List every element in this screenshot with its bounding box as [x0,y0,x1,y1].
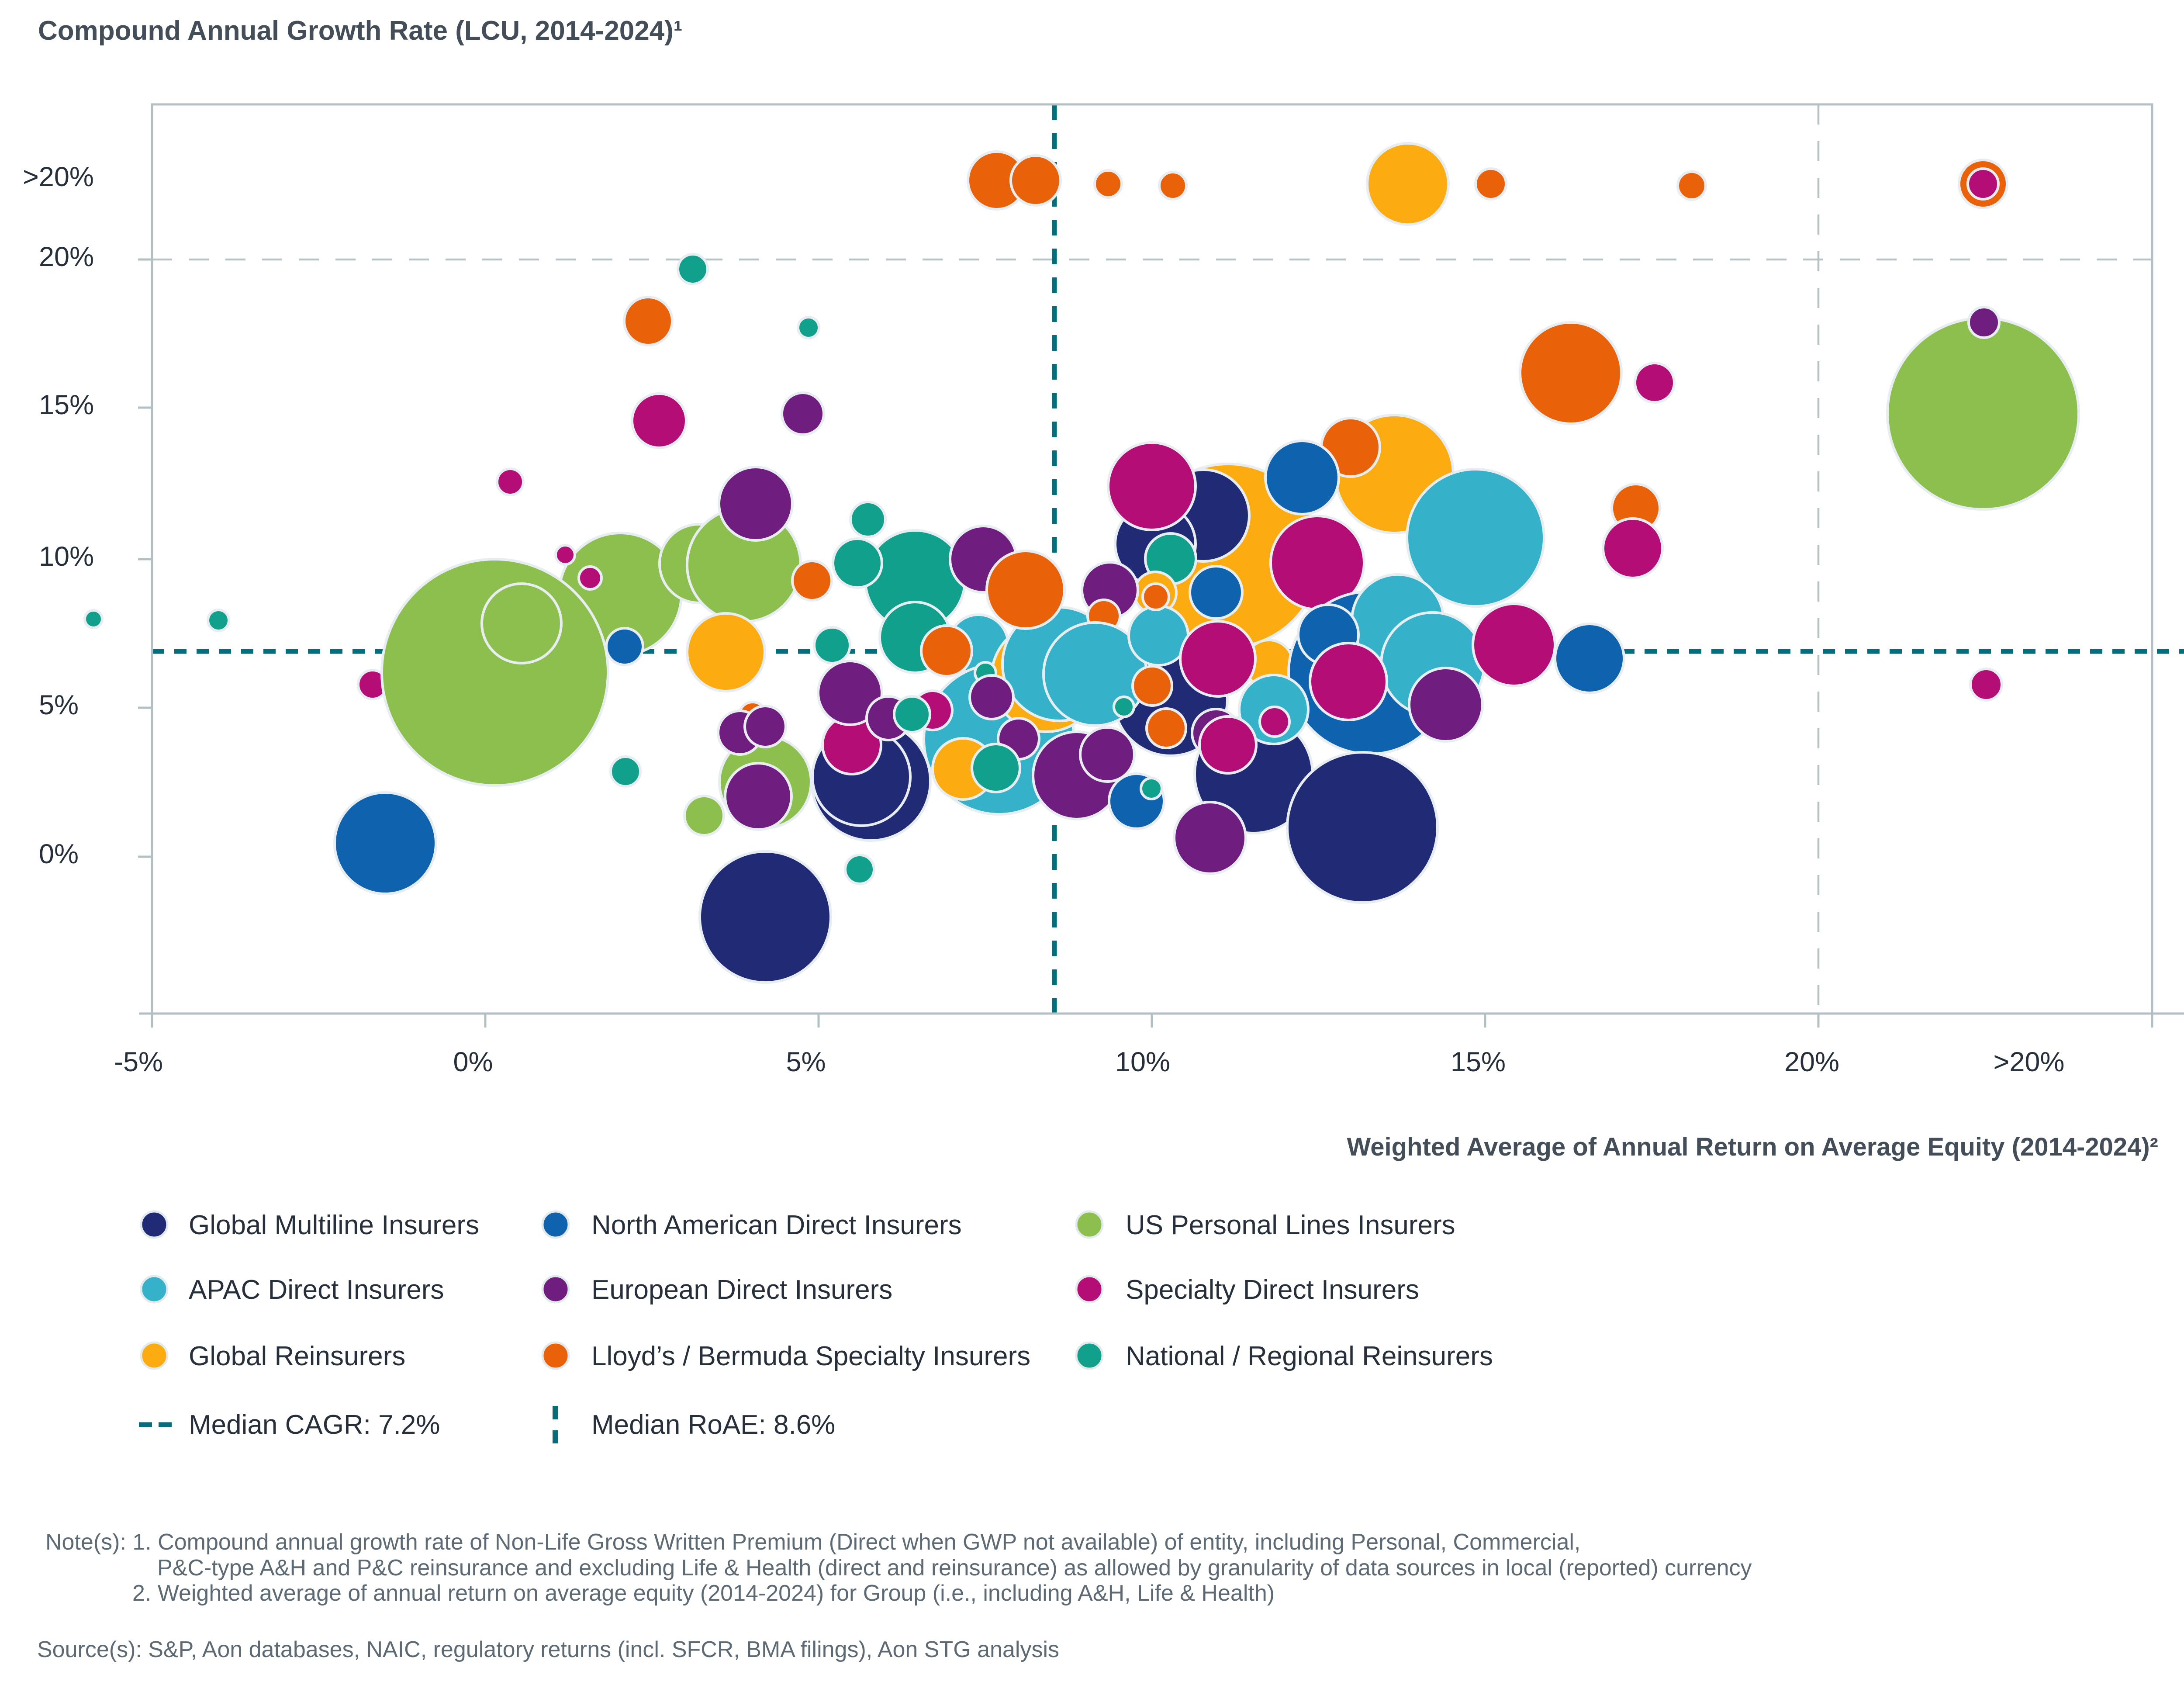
svg-text:US Personal Lines Insurers: US Personal Lines Insurers [1126,1210,1455,1240]
svg-text:Weighted Average of Annual Ret: Weighted Average of Annual Return on Ave… [1347,1133,2158,1161]
svg-text:Lloyd’s / Bermuda Specialty In: Lloyd’s / Bermuda Specialty Insurers [591,1341,1030,1371]
svg-text:0%: 0% [39,839,79,869]
svg-text:-5%: -5% [114,1047,163,1077]
svg-text:Global Multiline Insurers: Global Multiline Insurers [189,1210,479,1240]
svg-text:Median CAGR: 7.2%: Median CAGR: 7.2% [189,1410,440,1440]
svg-text:5%: 5% [786,1047,826,1077]
svg-text:National / Regional Reinsurers: National / Regional Reinsurers [1126,1341,1493,1371]
svg-text:10%: 10% [39,541,94,572]
svg-text:Median RoAE: 8.6%: Median RoAE: 8.6% [591,1410,835,1440]
svg-text:>20%: >20% [23,162,94,192]
svg-text:15%: 15% [39,390,94,420]
svg-text:P&C-type A&H and P&C reinsuran: P&C-type A&H and P&C reinsurance and exc… [157,1555,1752,1581]
svg-text:10%: 10% [1115,1047,1170,1077]
svg-text:15%: 15% [1451,1047,1506,1077]
svg-text:Source(s): S&P, Aon databases,: Source(s): S&P, Aon databases, NAIC, reg… [37,1637,1059,1662]
svg-text:European Direct Insurers: European Direct Insurers [591,1275,892,1305]
svg-text:20%: 20% [39,242,94,272]
svg-text:>20%: >20% [1994,1047,2065,1077]
svg-text:2. Weighted average of annual: 2. Weighted average of annual return on … [132,1581,1275,1606]
svg-text:Compound Annual Growth Rate (L: Compound Annual Growth Rate (LCU, 2014-2… [38,16,683,46]
svg-text:APAC Direct Insurers: APAC Direct Insurers [189,1275,444,1305]
svg-text:20%: 20% [1784,1047,1839,1077]
svg-text:Specialty Direct Insurers: Specialty Direct Insurers [1126,1275,1419,1305]
svg-text:North American Direct Insurers: North American Direct Insurers [591,1210,962,1240]
svg-text:0%: 0% [453,1047,493,1077]
svg-text:Note(s): 1. Compound annual gr: Note(s): 1. Compound annual growth rate … [45,1529,1580,1555]
svg-text:5%: 5% [39,690,79,720]
svg-text:Global Reinsurers: Global Reinsurers [189,1341,405,1371]
